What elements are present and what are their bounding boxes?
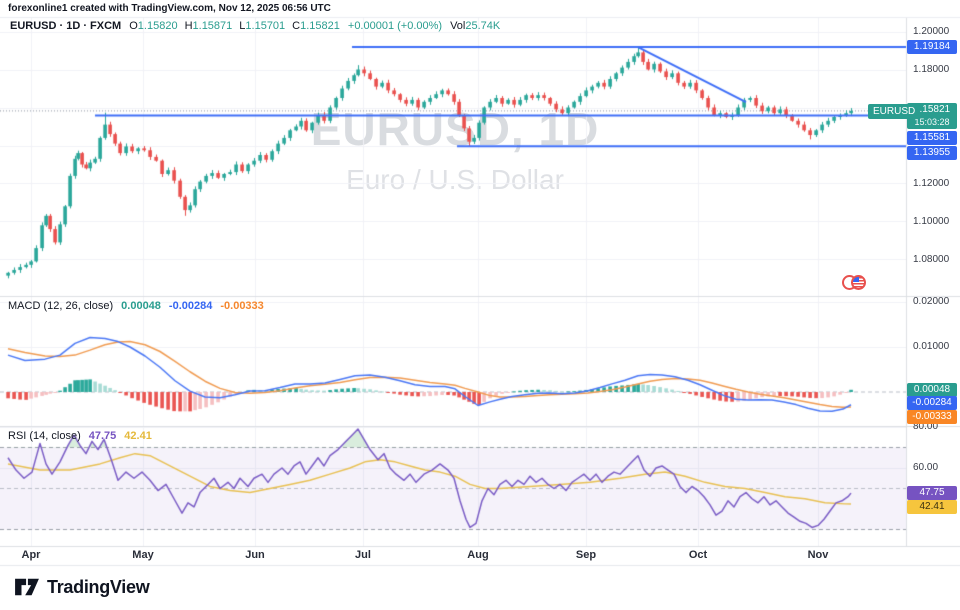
macd-hist-badge: 0.00048: [907, 382, 957, 397]
volume-readout: Vol25.74K: [450, 20, 500, 32]
symbol-header[interactable]: EURUSD · 1D · FXCM O1.15820 H1.15871 L1.15…: [10, 20, 500, 32]
axis-tick-label: 1.10000: [913, 215, 950, 227]
tradingview-footer[interactable]: TradingView: [14, 576, 150, 598]
month-label-aug: Aug: [467, 549, 489, 561]
macd-signal-badge: -0.00333: [907, 409, 957, 424]
macd-line-badge: -0.00284: [907, 395, 957, 410]
rsi-ma-badge: 42.41: [907, 499, 957, 514]
rsi-legend-value: 47.75: [88, 430, 117, 442]
volume-label: Vol: [450, 20, 466, 32]
time-axis[interactable]: Apr May Jun Jul Aug Sep Oct Nov: [0, 546, 906, 565]
macd-legend[interactable]: MACD (12, 26, close) 0.00048 -0.00284 -0.0…: [8, 300, 264, 312]
month-label-jul: Jul: [355, 549, 371, 561]
level-badge-1-19184: 1.19184: [907, 39, 957, 54]
usd-flag-circle: [851, 275, 866, 290]
macd-legend-value: -0.00333: [220, 300, 264, 312]
tradingview-logo-icon: [15, 578, 39, 596]
ohlc-item: O1.15820: [129, 20, 178, 32]
ohlc-item: C1.15821: [292, 20, 340, 32]
price-axis[interactable]: 1.200001.180001.160001.120001.100001.080…: [906, 0, 960, 565]
rsi-legend-values: 47.75 42.41: [89, 430, 152, 442]
axis-tick-label: 60.00: [913, 462, 939, 473]
month-label-jun: Jun: [245, 549, 265, 561]
rsi-badge: 47.75: [907, 485, 957, 500]
rsi-legend-label[interactable]: RSI (14, close): [8, 430, 81, 442]
month-label-sep: Sep: [575, 549, 597, 561]
ohlc-item: H1.15871: [184, 20, 233, 32]
ohlc-item: L1.15701: [239, 20, 286, 32]
last-price-time: 15:03:28: [914, 116, 950, 127]
tradingview-logo-text[interactable]: TradingView: [47, 576, 150, 597]
axis-tick-label: 0.02000: [913, 296, 950, 307]
macd-legend-value: 0.00048: [121, 300, 161, 312]
month-label-apr: Apr: [21, 549, 41, 561]
axis-tick-label: 1.20000: [913, 25, 950, 37]
macd-legend-label[interactable]: MACD (12, 26, close): [8, 300, 114, 312]
eurusd-flags-icon: [842, 274, 870, 294]
axis-tick-label: 0.01000: [913, 341, 950, 352]
month-label-oct: Oct: [688, 549, 708, 561]
axis-tick-label: 80.00: [913, 421, 939, 432]
axis-tick-label: 1.08000: [913, 253, 950, 265]
symbol-title[interactable]: EURUSD · 1D · FXCM: [10, 20, 122, 32]
macd-legend-values: 0.00048 -0.00284 -0.00333: [121, 300, 264, 312]
volume-value: 25.74K: [465, 20, 501, 32]
level-badge-1-15581: 1.15581: [907, 130, 957, 145]
month-label-nov: Nov: [807, 549, 829, 561]
axis-tick-label: 1.12000: [913, 177, 950, 189]
level-badge-1-13955: 1.13955: [907, 145, 957, 160]
month-label-may: May: [132, 549, 154, 561]
macd-legend-value: -0.00284: [168, 300, 213, 312]
rsi-legend-value: 42.41: [124, 430, 152, 442]
axis-tick-label: 1.18000: [913, 63, 950, 75]
ohlc-values: O1.15820 H1.15871 L1.15701 C1.15821: [129, 20, 340, 32]
symbol-axis-pill: EURUSD: [868, 104, 921, 119]
price-change: +0.00001 (+0.00%): [347, 20, 443, 32]
rsi-legend[interactable]: RSI (14, close) 47.75 42.41: [8, 430, 152, 442]
